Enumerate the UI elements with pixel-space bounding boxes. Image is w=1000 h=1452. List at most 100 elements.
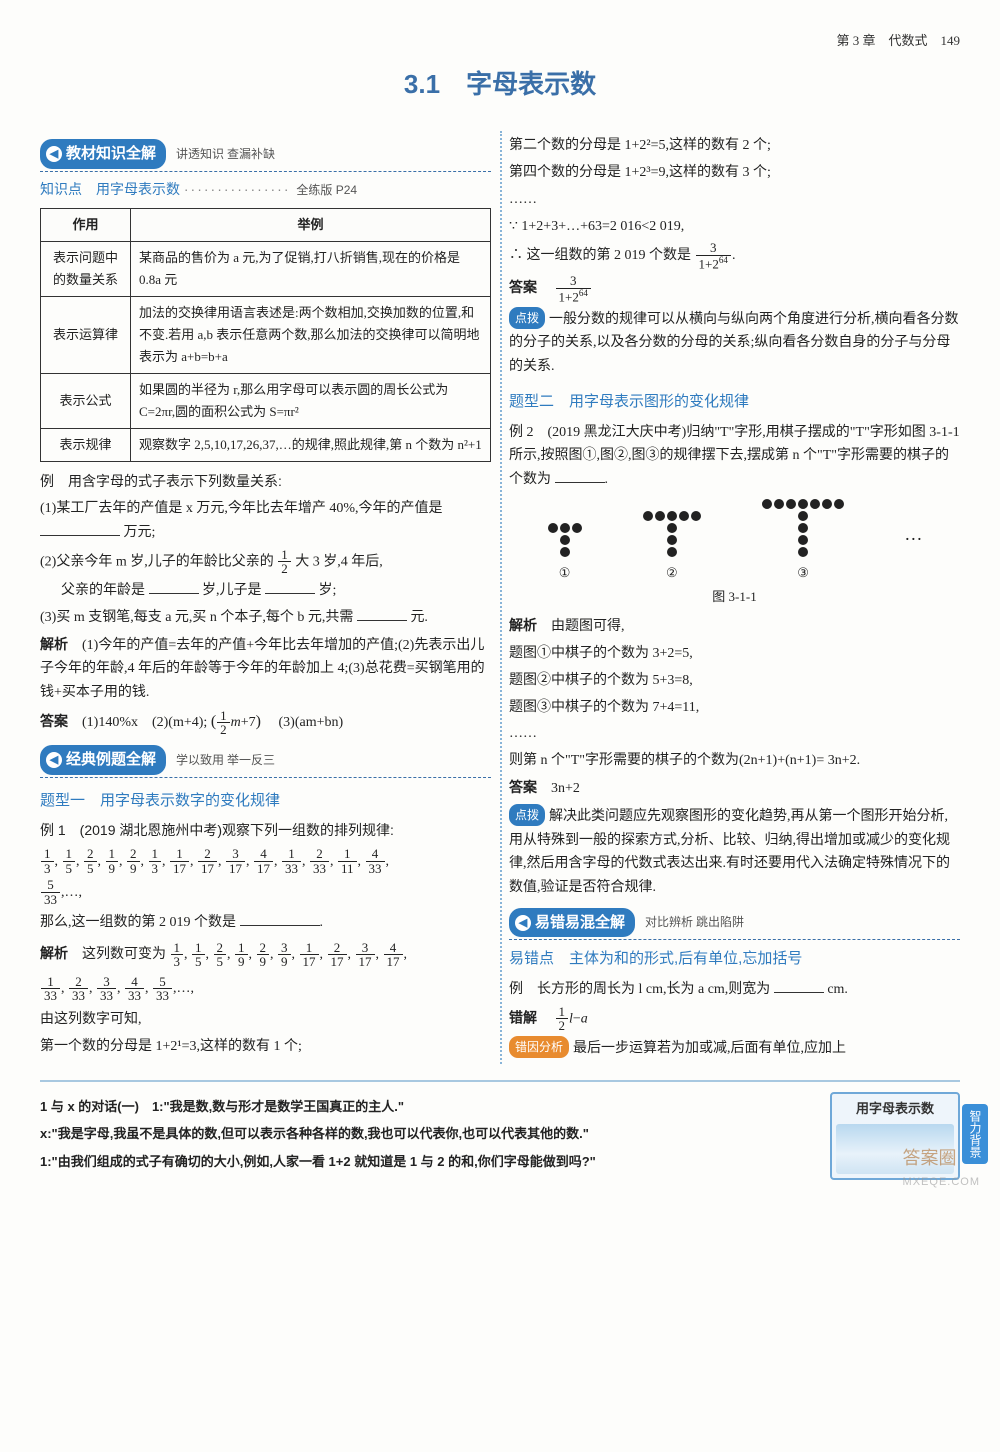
right-column: 第二个数的分母是 1+2²=5,这样的数有 2 个; 第四个数的分母是 1+2³… — [509, 131, 960, 1064]
banner-text: 经典例题全解 — [66, 747, 156, 773]
footer-l1: 1 与 x 的对话(一) 1:"我是数,数与形才是数学王国真正的主人." — [40, 1095, 818, 1120]
q-text: (2)父亲今年 m 岁,儿子的年龄比父亲的 — [40, 554, 274, 569]
answer-text: 3n+2 — [551, 781, 580, 796]
left-column: ◀教材知识全解 讲透知识 查漏补缺 知识点 用字母表示数 ···········… — [40, 131, 491, 1064]
banner-sub: 讲透知识 查漏补缺 — [176, 144, 275, 164]
footer-dialogue: 1 与 x 的对话(一) 1:"我是数,数与形才是数学王国真正的主人." x:"… — [40, 1092, 818, 1180]
tip-text: 一般分数的规律可以从横向与纵向两个角度进行分析,横向看各分数的分子的关系,以及各… — [509, 312, 959, 375]
q-text: 万元; — [124, 525, 156, 540]
ex2-ana3: 题图②中棋子的个数为 5+3=8, — [509, 669, 960, 693]
answer-label: 答案 — [40, 713, 68, 729]
reference-table: 作用 举例 表示问题中的数量关系 某商品的售价为 a 元,为了促销,打八折销售,… — [40, 208, 491, 463]
banner-sub: 学以致用 举一反三 — [176, 750, 275, 770]
speaker-icon: ◀ — [515, 915, 531, 931]
r-p5: ∴ 这一组数的第 2 019 个数是 31+264. — [509, 241, 960, 271]
footer-l2: x:"我是字母,我虽不是具体的数,但可以表示各种各样的数,我也可以代表你,也可以… — [40, 1122, 818, 1147]
card-title: 用字母表示数 — [836, 1098, 954, 1120]
figure-caption: 图 3-1-1 — [509, 586, 960, 608]
t-figure: ① ② ③ … — [509, 498, 960, 584]
answer-text: (3)(am+bn) — [265, 715, 344, 730]
ex2-tip: 点拨解决此类问题应先观察图形的变化趋势,再从第一个图形开始分析,用从特殊到一般的… — [509, 804, 960, 900]
footer: 1 与 x 的对话(一) 1:"我是数,数与形才是数学王国真正的主人." x:"… — [40, 1080, 960, 1180]
blank — [240, 912, 320, 926]
example-q2: (2)父亲今年 m 岁,儿子的年龄比父亲的 12 大 3 岁,4 年后, — [40, 548, 491, 576]
ex2-ana: 解析 由题图可得, — [509, 614, 960, 639]
blank — [357, 607, 407, 621]
ex-text: cm. — [827, 982, 848, 997]
th-role: 作用 — [41, 208, 131, 241]
fraction-sequence: 13, 15, 25, 19, 29, 13, 117, 217, 317, 4… — [40, 847, 491, 909]
blank — [265, 580, 315, 594]
r-p3: …… — [509, 188, 960, 212]
answer-label: 答案 — [509, 279, 537, 295]
kp-dots: ················ — [184, 181, 296, 197]
footer-l3: 1:"由我们组成的式子有确切的大小,例如,人家一看 1+2 就知道是 1 与 2… — [40, 1150, 818, 1175]
ex2-ana2: 题图①中棋子的个数为 3+2=5, — [509, 642, 960, 666]
analysis-label: 解析 — [509, 617, 537, 633]
tip-label: 点拨 — [509, 307, 545, 329]
ex2-lead: 例 2 (2019 黑龙江大庆中考)归纳"T"字形,用棋子摆成的"T"字形如图 … — [509, 421, 960, 492]
banner-examples: ◀经典例题全解 学以致用 举一反三 — [40, 745, 491, 778]
ana-text: 由题图可得, — [551, 619, 625, 634]
lead-text: 例 1 (2019 湖北恩施州中考)观察下列一组数的排列规律: — [40, 822, 394, 838]
fig-label: ① — [559, 562, 571, 584]
page-header: 第 3 章 代数式 149 — [40, 30, 960, 52]
table-row: 如果圆的半径为 r,那么用字母可以表示圆的周长公式为 C=2πr,圆的面积公式为… — [131, 374, 491, 429]
q-text: 元. — [410, 610, 428, 625]
wrong-label: 错解 — [509, 1009, 537, 1025]
ellipsis-icon: … — [904, 519, 922, 564]
r-p1: 第二个数的分母是 1+2²=5,这样的数有 2 个; — [509, 134, 960, 158]
r-p4: ∵ 1+2+3+…+63=2 016<2 019, — [509, 215, 960, 239]
wrong-solution: 错解 12l−a — [509, 1005, 960, 1033]
table-row: 表示规律 — [41, 429, 131, 462]
analysis-label: 解析 — [40, 945, 68, 961]
ex2-answer: 答案 3n+2 — [509, 776, 960, 801]
mistake-point: 易错点 主体为和的形式,后有单位,忘加括号 — [509, 946, 960, 972]
fig-label: ③ — [797, 562, 809, 584]
th-example: 举例 — [131, 208, 491, 241]
analysis-text: 这列数可变为 — [82, 947, 166, 962]
ex1-analysis: 解析 这列数可变为 13, 15, 25, 19, 29, 39, 117, 2… — [40, 938, 491, 971]
answer: 答案 (1)140%x (2)(m+4); (12m+7) (3)(am+bn) — [40, 708, 491, 737]
example-q2b: 父亲的年龄是 岁,儿子是 岁; — [40, 579, 491, 603]
problem-type-2: 题型二 用字母表示图形的变化规律 — [509, 389, 960, 415]
analysis-label: 解析 — [40, 636, 68, 652]
footer-card: 用字母表示数 智力背景 — [830, 1092, 960, 1180]
ex2-ana5: …… — [509, 722, 960, 746]
t-shape-1: ① — [547, 522, 583, 584]
t-shape-3: ③ — [761, 498, 845, 584]
table-row: 某商品的售价为 a 元,为了促销,打八折销售,现在的价格是 0.8a 元 — [131, 241, 491, 296]
blank — [555, 469, 605, 483]
banner-text: 教材知识全解 — [66, 141, 156, 167]
banner-sub: 对比辨析 跳出陷阱 — [645, 912, 744, 932]
ex1-ana3: 第一个数的分母是 1+2¹=3,这样的数有 1 个; — [40, 1035, 491, 1059]
example-q3: (3)买 m 支钢笔,每支 a 元,买 n 个本子,每个 b 元,共需 元. — [40, 606, 491, 630]
ex2-ana4: 题图③中棋子的个数为 7+4=11, — [509, 696, 960, 720]
q-text: 那么,这一组数的第 2 019 个数是 — [40, 915, 236, 930]
fig-label: ② — [666, 562, 678, 584]
r-text: ∴ 这一组数的第 2 019 个数是 — [509, 248, 691, 263]
banner-text: 易错易混全解 — [535, 910, 625, 936]
table-row: 加法的交换律用语言表述是:两个数相加,交换加数的位置,和不变.若用 a,b 表示… — [131, 296, 491, 373]
ex1-answer: 答案 31+264 — [509, 274, 960, 304]
table-row: 表示问题中的数量关系 — [41, 241, 131, 296]
banner-mistakes: ◀易错易混全解 对比辨析 跳出陷阱 — [509, 908, 960, 941]
table-row: 表示公式 — [41, 374, 131, 429]
speaker-icon: ◀ — [46, 146, 62, 162]
section-title: 3.1 字母表示数 — [40, 62, 960, 106]
q-text: 父亲的年龄是 — [61, 583, 145, 598]
ex1-question: 那么,这一组数的第 2 019 个数是 . — [40, 911, 491, 935]
example-q1: (1)某工厂去年的产值是 x 万元,今年比去年增产 40%,今年的产值是 万元; — [40, 497, 491, 545]
r-p2: 第四个数的分母是 1+2³=9,这样的数有 3 个; — [509, 161, 960, 185]
reason-label: 错因分析 — [509, 1036, 569, 1058]
t-shape-2: ② — [642, 510, 702, 584]
ex2-ana6: 则第 n 个"T"字形需要的棋子的个数为(2n+1)+(n+1)= 3n+2. — [509, 749, 960, 773]
fraction-sequence-2: 133, 233, 333, 433, 533,…, — [40, 974, 491, 1005]
mistake-example: 例 长方形的周长为 l cm,长为 a cm,则宽为 cm. — [509, 978, 960, 1002]
banner-knowledge: ◀教材知识全解 讲透知识 查漏补缺 — [40, 139, 491, 172]
ex-text: 例 长方形的周长为 l cm,长为 a cm,则宽为 — [509, 982, 770, 997]
speaker-icon: ◀ — [46, 752, 62, 768]
blank — [774, 979, 824, 993]
ex1-tip: 点拨一般分数的规律可以从横向与纵向两个角度进行分析,横向看各分数的分子的关系,以… — [509, 307, 960, 379]
blank — [40, 522, 120, 536]
